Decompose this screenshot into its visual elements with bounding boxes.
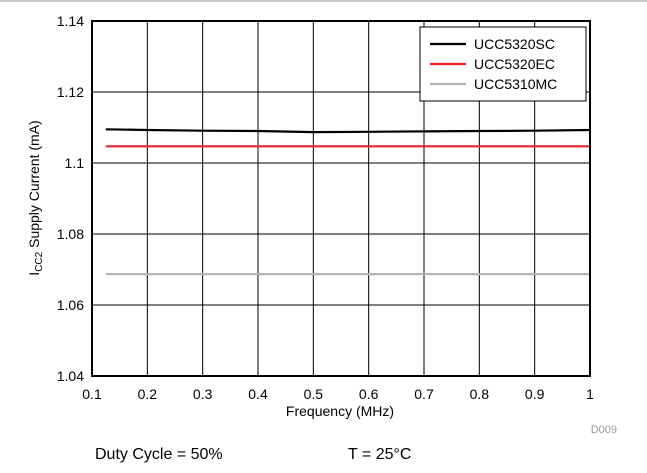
- temperature-condition: T = 25°C: [348, 446, 412, 463]
- plot-frame: [91, 20, 591, 377]
- x-tick-label: 1: [586, 386, 594, 402]
- series-lines: [105, 128, 591, 276]
- y-tick-labels: 1.04 1.06 1.08 1.1 1.12 1.14: [57, 13, 84, 384]
- x-tick-label: 0.9: [525, 386, 545, 402]
- x-tick-label: 0.8: [470, 386, 490, 402]
- x-tick-label: 0.3: [193, 386, 213, 402]
- y-tick-label: 1.1: [65, 155, 85, 171]
- y-tick-label: 1.08: [57, 226, 84, 242]
- x-tick-label: 0.6: [359, 386, 379, 402]
- y-axis-title-prefix: I: [26, 272, 42, 276]
- x-tick-label: 0.4: [248, 386, 268, 402]
- x-tick-label: 0.5: [304, 386, 324, 402]
- x-tick-label: 0.7: [414, 386, 434, 402]
- series-line-ucc5320sc: [105, 128, 591, 134]
- legend-label: UCC5320SC: [474, 36, 555, 52]
- x-tick-label: 0.2: [138, 386, 158, 402]
- figure-id-label: D009: [591, 424, 617, 436]
- y-tick-label: 1.12: [57, 84, 84, 100]
- x-axis-title: Frequency (MHz): [286, 403, 394, 419]
- x-tick-labels: 0.1 0.2 0.3 0.4 0.5 0.6 0.7 0.8 0.9 1: [82, 386, 594, 402]
- y-tick-label: 1.14: [57, 13, 84, 29]
- duty-cycle-condition: Duty Cycle = 50%: [95, 446, 223, 463]
- y-axis-title: ICC2 Supply Current (mA): [26, 120, 45, 275]
- x-tick-label: 0.1: [82, 386, 102, 402]
- y-tick-label: 1.06: [57, 297, 84, 313]
- y-tick-label: 1.04: [57, 368, 84, 384]
- legend: UCC5320SC UCC5320EC UCC5310MC: [419, 26, 587, 102]
- legend-label: UCC5310MC: [474, 76, 557, 92]
- y-axis-title-suffix: Supply Current (mA): [26, 120, 42, 251]
- y-axis-title-subscript: CC2: [34, 251, 45, 271]
- legend-label: UCC5320EC: [474, 56, 555, 72]
